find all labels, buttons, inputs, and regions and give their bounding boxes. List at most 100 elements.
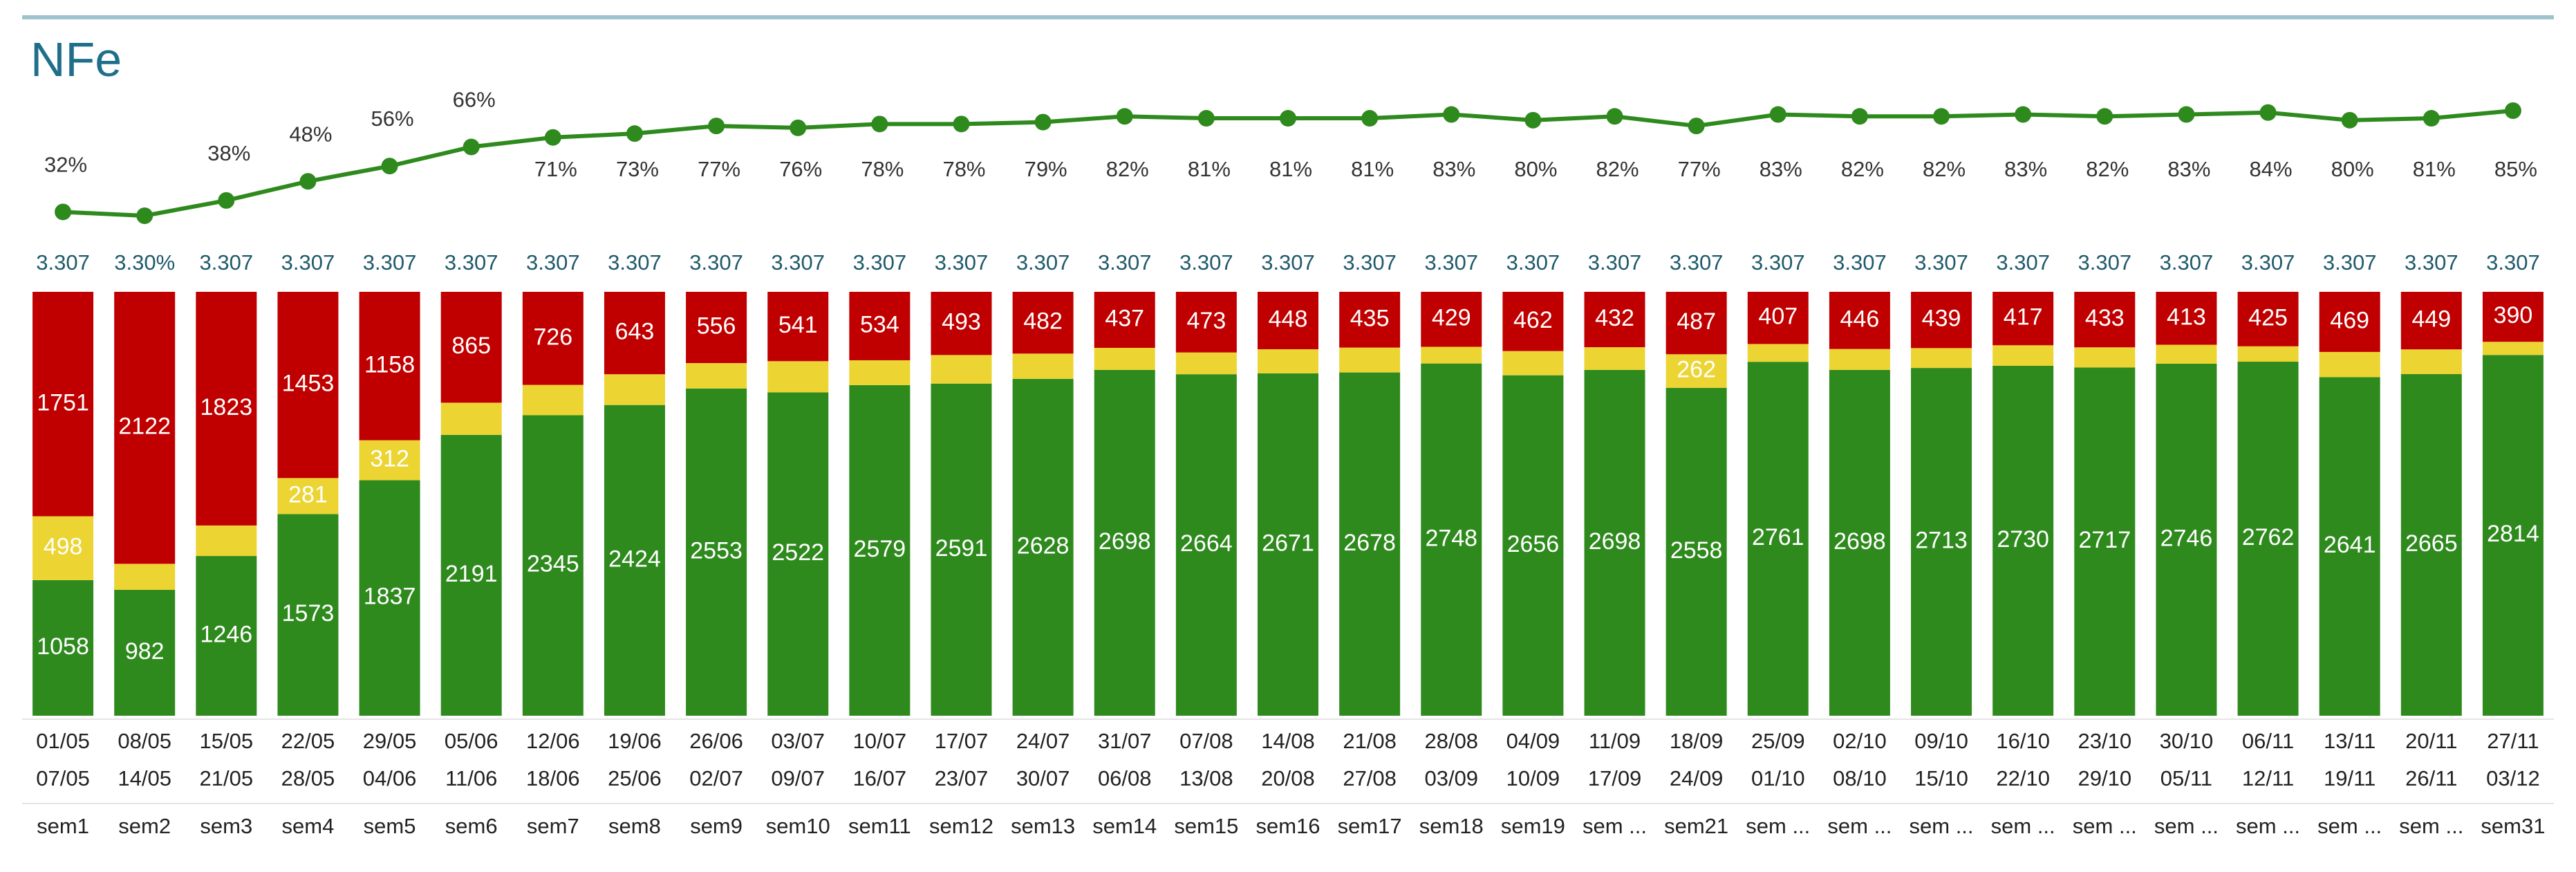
- bar-segment-yellow[interactable]: [1502, 351, 1564, 375]
- percent-point[interactable]: [55, 203, 72, 221]
- bar-segment-green[interactable]: [32, 579, 94, 716]
- bar-segment-green[interactable]: [1421, 363, 1482, 716]
- bar-segment-green[interactable]: [931, 383, 992, 716]
- bar-segment-red[interactable]: [1992, 292, 2054, 346]
- bar-segment-green[interactable]: [522, 415, 584, 716]
- bar-segment-red[interactable]: [931, 292, 992, 355]
- bar-segment-green[interactable]: [1502, 375, 1564, 716]
- bar-segment-red[interactable]: [2074, 292, 2136, 348]
- bar-segment-yellow[interactable]: [2074, 347, 2136, 368]
- percent-point[interactable]: [871, 115, 888, 133]
- bar-segment-yellow[interactable]: [1911, 348, 1972, 369]
- bar-segment-yellow[interactable]: [1747, 344, 1809, 362]
- bar-segment-yellow[interactable]: [2400, 349, 2462, 375]
- bar-segment-green[interactable]: [1339, 372, 1401, 716]
- bar-segment-red[interactable]: [1094, 292, 1155, 349]
- percent-point[interactable]: [1361, 110, 1379, 127]
- bar-segment-red[interactable]: [1339, 292, 1401, 348]
- bar-segment-yellow[interactable]: [277, 478, 339, 514]
- percent-point[interactable]: [790, 119, 807, 136]
- percent-point[interactable]: [2259, 104, 2277, 121]
- bar-segment-green[interactable]: [196, 556, 257, 716]
- bar-segment-yellow[interactable]: [2237, 346, 2299, 362]
- bar-segment-red[interactable]: [2400, 292, 2462, 350]
- bar-segment-red[interactable]: [2237, 292, 2299, 346]
- bar-segment-red[interactable]: [114, 292, 176, 564]
- bar-segment-green[interactable]: [2074, 367, 2136, 716]
- bar-segment-red[interactable]: [277, 292, 339, 479]
- percent-point[interactable]: [626, 125, 643, 142]
- percent-point[interactable]: [1197, 110, 1215, 127]
- percent-point[interactable]: [2178, 106, 2195, 123]
- bar-segment-yellow[interactable]: [1829, 349, 1890, 370]
- percent-point[interactable]: [299, 173, 317, 190]
- bar-segment-red[interactable]: [440, 292, 502, 403]
- bar-segment-green[interactable]: [1747, 362, 1809, 716]
- bar-segment-green[interactable]: [1584, 369, 1645, 716]
- bar-segment-green[interactable]: [849, 384, 911, 716]
- bar-segment-red[interactable]: [1665, 292, 1727, 355]
- bar-segment-green[interactable]: [1829, 369, 1890, 716]
- bar-segment-yellow[interactable]: [1421, 346, 1482, 364]
- bar-segment-green[interactable]: [114, 589, 176, 716]
- percent-point[interactable]: [1769, 106, 1786, 123]
- percent-point[interactable]: [544, 129, 561, 146]
- bar-segment-yellow[interactable]: [440, 402, 502, 435]
- percent-point[interactable]: [2504, 102, 2521, 119]
- percent-point[interactable]: [136, 207, 153, 224]
- bar-segment-green[interactable]: [1258, 373, 1318, 716]
- percent-point[interactable]: [1443, 106, 1460, 123]
- percent-point[interactable]: [953, 115, 970, 133]
- percent-point[interactable]: [218, 192, 235, 209]
- percent-point[interactable]: [1851, 108, 1868, 125]
- bar-segment-green[interactable]: [2156, 363, 2217, 716]
- bar-segment-red[interactable]: [849, 292, 911, 360]
- bar-segment-yellow[interactable]: [1665, 354, 1727, 388]
- percent-point[interactable]: [1606, 108, 1623, 125]
- bar-segment-green[interactable]: [604, 405, 665, 716]
- bar-segment-yellow[interactable]: [604, 374, 665, 405]
- bar-segment-red[interactable]: [522, 292, 584, 385]
- bar-segment-red[interactable]: [767, 292, 829, 362]
- percent-point[interactable]: [1688, 118, 1705, 135]
- bar-segment-yellow[interactable]: [196, 525, 257, 557]
- bar-segment-red[interactable]: [1012, 292, 1074, 354]
- bar-segment-yellow[interactable]: [32, 516, 94, 580]
- bar-segment-green[interactable]: [2237, 362, 2299, 716]
- percent-point[interactable]: [1524, 111, 1542, 129]
- bar-segment-red[interactable]: [1175, 292, 1237, 353]
- bar-segment-green[interactable]: [1665, 387, 1727, 716]
- bar-segment-yellow[interactable]: [686, 363, 747, 389]
- percent-point[interactable]: [1116, 108, 1133, 125]
- percent-point[interactable]: [1034, 113, 1052, 131]
- percent-point[interactable]: [463, 138, 480, 156]
- bar-segment-red[interactable]: [2482, 292, 2544, 342]
- bar-segment-green[interactable]: [1175, 374, 1237, 716]
- bar-segment-yellow[interactable]: [359, 440, 420, 481]
- percent-point[interactable]: [2015, 106, 2032, 123]
- bar-segment-yellow[interactable]: [1175, 352, 1237, 375]
- bar-segment-red[interactable]: [604, 292, 665, 375]
- bar-segment-green[interactable]: [1992, 365, 2054, 716]
- bar-segment-green[interactable]: [277, 514, 339, 716]
- bar-segment-red[interactable]: [2156, 292, 2217, 345]
- percent-point[interactable]: [2096, 108, 2113, 125]
- bar-segment-green[interactable]: [359, 480, 420, 716]
- bar-segment-yellow[interactable]: [522, 384, 584, 416]
- bar-segment-yellow[interactable]: [1094, 348, 1155, 370]
- bar-segment-red[interactable]: [2319, 292, 2380, 352]
- bar-segment-red[interactable]: [1421, 292, 1482, 347]
- bar-segment-yellow[interactable]: [1012, 353, 1074, 379]
- bar-segment-red[interactable]: [1584, 292, 1645, 348]
- bar-segment-green[interactable]: [1012, 378, 1074, 716]
- bar-segment-yellow[interactable]: [1584, 347, 1645, 370]
- bar-segment-green[interactable]: [440, 434, 502, 716]
- percent-point[interactable]: [1280, 110, 1296, 127]
- bar-segment-red[interactable]: [686, 292, 747, 364]
- percent-point[interactable]: [2423, 110, 2440, 127]
- bar-segment-green[interactable]: [2400, 374, 2462, 716]
- bar-segment-red[interactable]: [1911, 292, 1972, 349]
- percent-point[interactable]: [2341, 111, 2358, 129]
- bar-segment-red[interactable]: [1747, 292, 1809, 344]
- bar-segment-red[interactable]: [1829, 292, 1890, 349]
